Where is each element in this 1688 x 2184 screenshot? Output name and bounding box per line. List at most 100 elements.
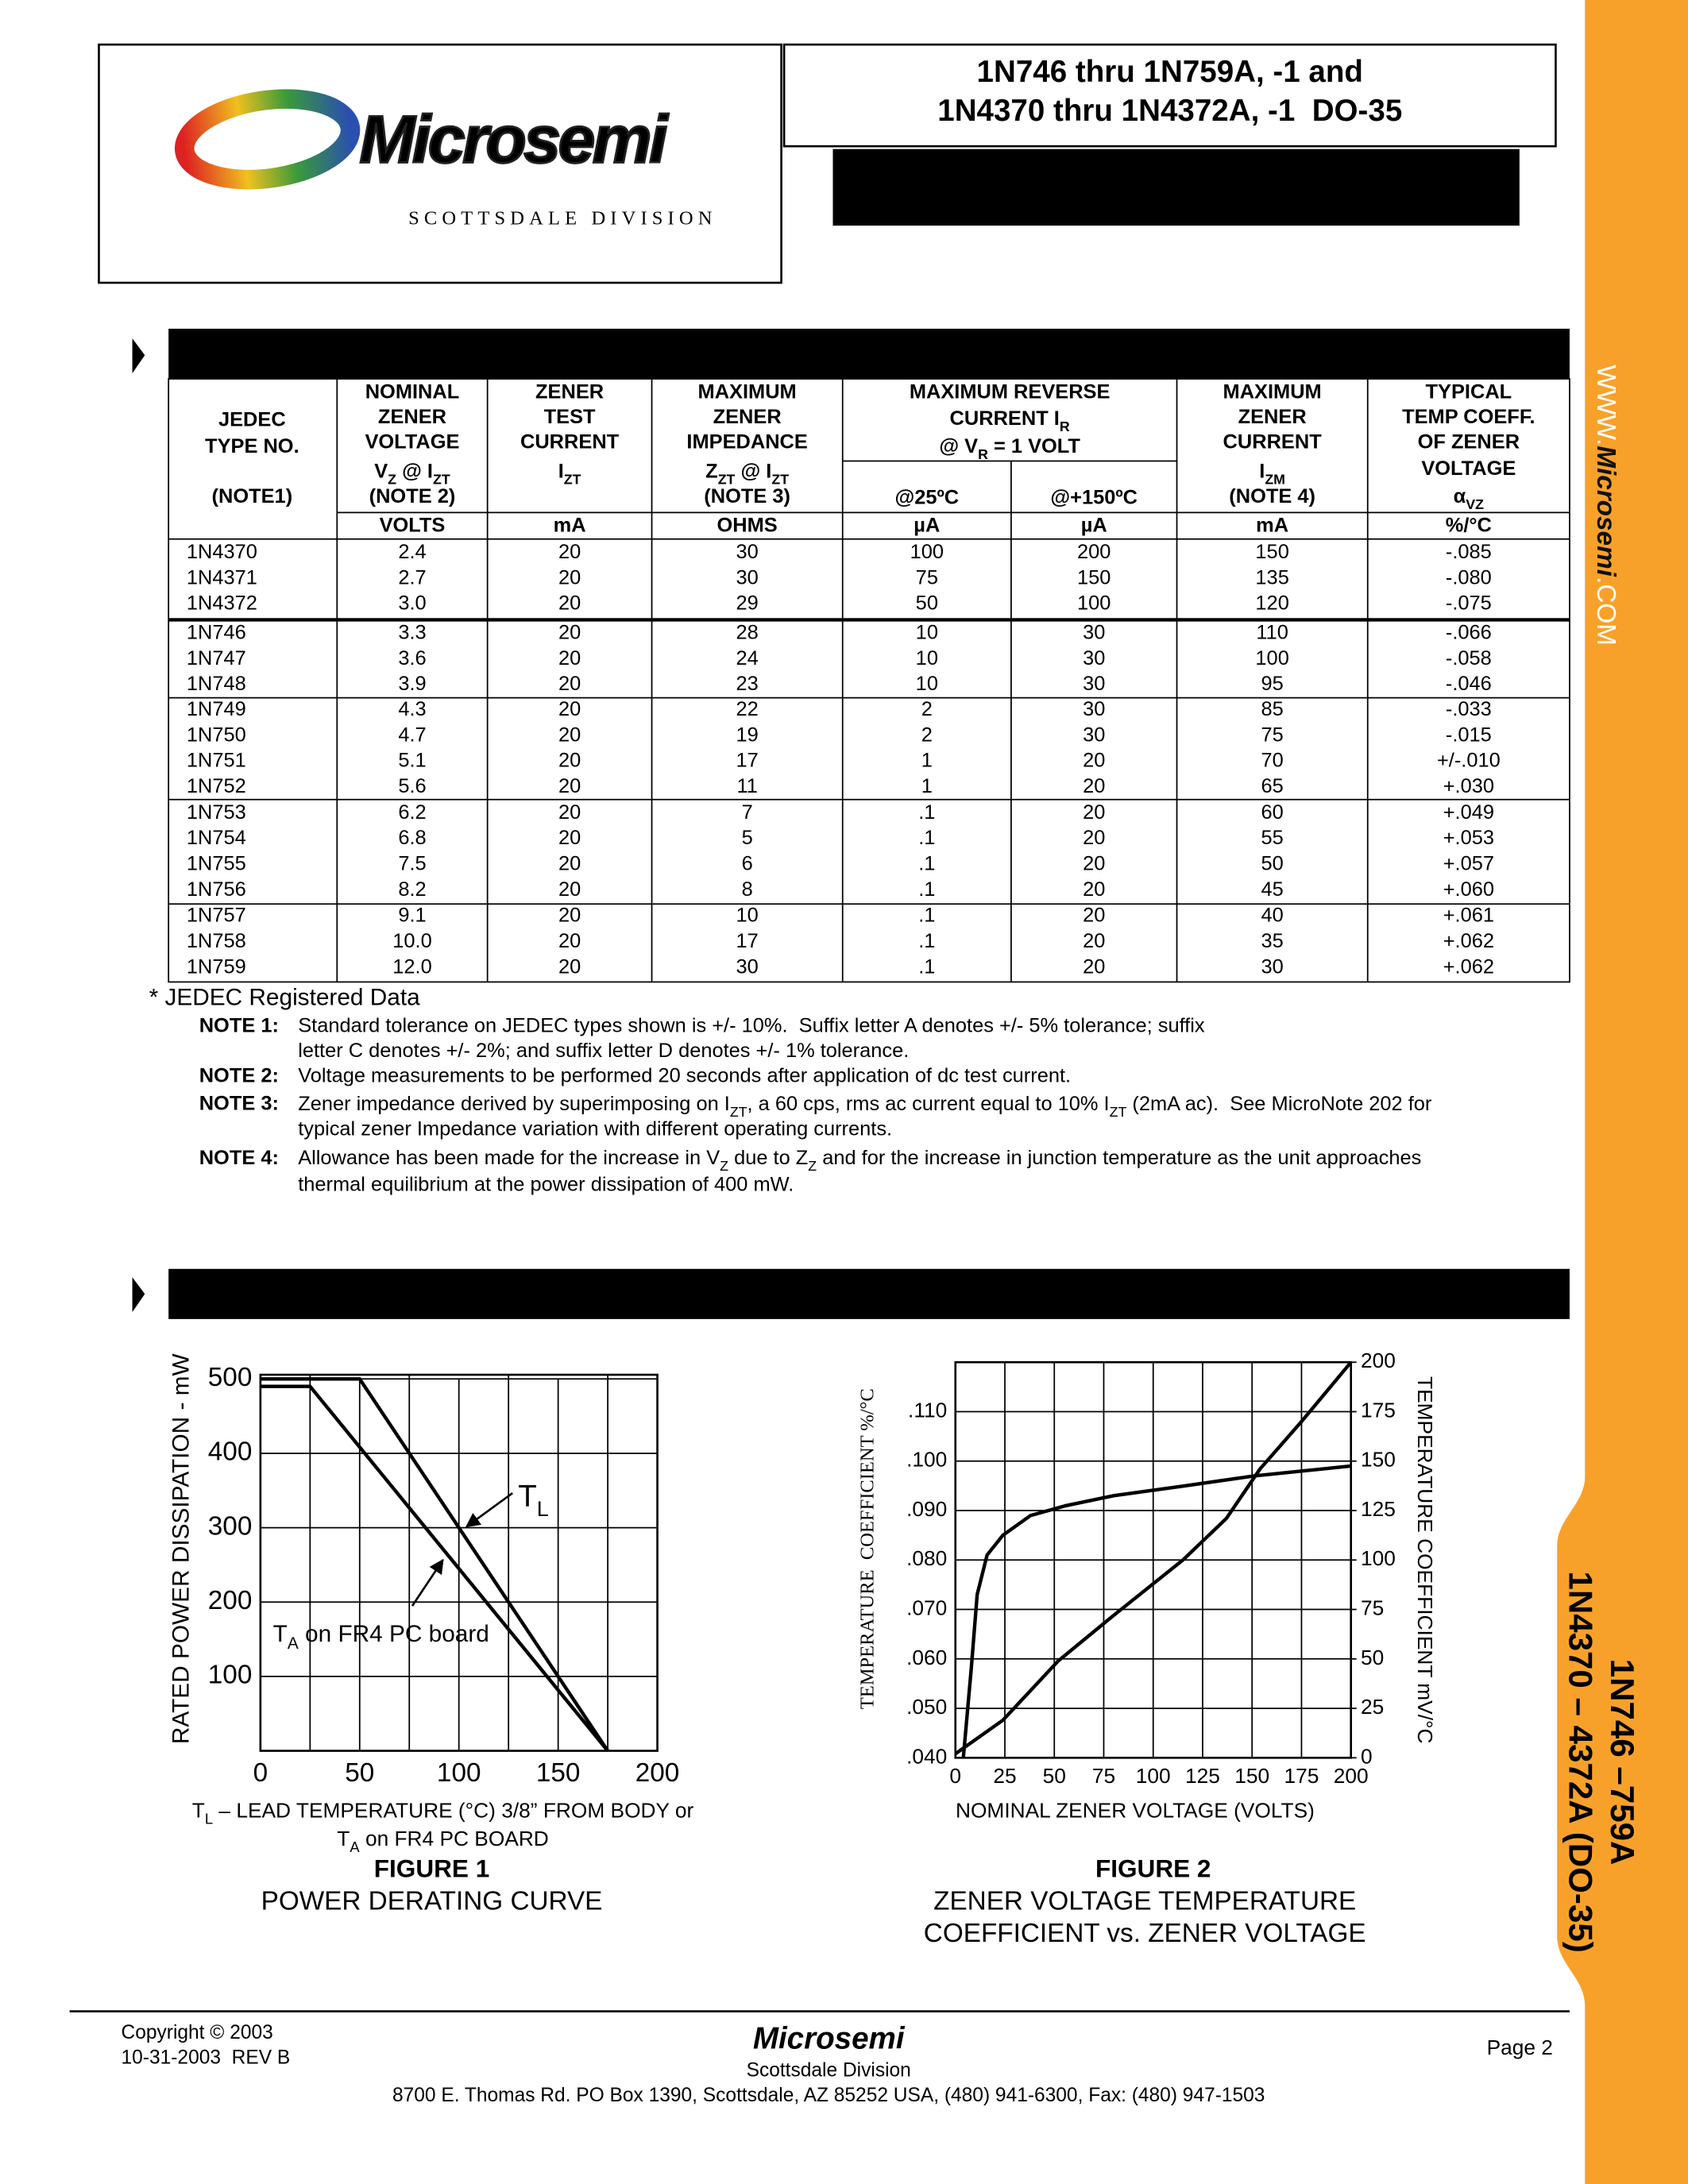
text-run: letter C denotes +/- 2%; and suffix lett… — [298, 1040, 909, 1062]
column-header: OF ZENER — [1418, 430, 1520, 453]
column-header: VOLTAGE — [365, 430, 459, 453]
cell: 30 — [1083, 673, 1105, 695]
note-text: Zener impedance derived by superimposing… — [298, 1093, 1432, 1120]
text-run: OF ZENER — [1418, 430, 1520, 453]
text-run: ZENER — [713, 406, 782, 428]
type-cell: 1N753 — [187, 801, 246, 824]
cell: 75 — [1261, 723, 1284, 746]
cell: 60 — [1261, 801, 1284, 824]
column-header: αVZ — [1454, 485, 1484, 512]
cell: 20 — [1083, 930, 1105, 952]
cell: 6 — [742, 852, 753, 874]
cell: 70 — [1261, 750, 1284, 772]
cell: 40 — [1261, 905, 1284, 927]
text-run: Allowance has been made for the increase… — [298, 1147, 720, 1169]
cell: .1 — [918, 801, 935, 824]
cell: +.057 — [1443, 852, 1494, 874]
cell: 5.1 — [398, 750, 426, 772]
subtitle-bar — [832, 149, 1520, 226]
text-run: ZENER — [1238, 406, 1307, 428]
subscript: ZT — [433, 471, 450, 487]
cell: .1 — [918, 905, 935, 927]
text-run: α — [1454, 485, 1466, 507]
data-line — [961, 1464, 1351, 1758]
figure-caption: POWER DERATING CURVE — [261, 1887, 603, 1916]
cell: -.015 — [1446, 723, 1492, 746]
type-cell: 1N750 — [187, 723, 246, 746]
column-header: CURRENT — [1223, 430, 1323, 453]
subscript: ZM — [1265, 471, 1285, 487]
unit: VOLTS — [380, 515, 446, 537]
text-run: V — [374, 460, 388, 482]
title-box — [782, 43, 1557, 148]
cell: 20 — [558, 592, 581, 615]
subscript: Z — [720, 1158, 728, 1174]
y-tick-label: 400 — [208, 1437, 253, 1467]
cell: 35 — [1261, 930, 1284, 952]
column-header: ZENER — [1238, 406, 1307, 428]
cell: 85 — [1261, 698, 1284, 720]
text-run: and for the increase in junction tempera… — [817, 1147, 1421, 1169]
cell: 1 — [921, 750, 933, 772]
type-cell: 1N4370 — [187, 541, 257, 563]
text-run: ZENER — [378, 406, 446, 428]
y-tick-label: 200 — [208, 1586, 253, 1615]
logo-swirl — [174, 89, 361, 190]
x-tick-label: 100 — [437, 1758, 481, 1788]
cell: 5 — [742, 827, 753, 849]
note-text: letter C denotes +/- 2%; and suffix lett… — [298, 1040, 909, 1062]
y-tick-label: .040 — [906, 1744, 947, 1768]
page-number: Page 2 — [1487, 2035, 1553, 2059]
figure-caption: COEFFICIENT vs. ZENER VOLTAGE — [924, 1919, 1366, 1948]
text-run: (NOTE 2) — [369, 485, 456, 507]
text-run: Voltage measurements to be performed 20 … — [298, 1064, 1071, 1086]
subcolumn-header: @+150ºC — [1050, 487, 1138, 509]
y2-tick-label: 75 — [1361, 1596, 1384, 1619]
annotation-arrow — [465, 1492, 513, 1528]
x-axis-label: TL – LEAD TEMPERATURE (°C) 3/8” FROM BOD… — [192, 1799, 694, 1827]
cell: 20 — [558, 673, 581, 695]
website-part: .COM — [1591, 577, 1620, 646]
cell: +.053 — [1443, 827, 1494, 849]
figure-label: FIGURE 2 — [1095, 1854, 1211, 1883]
column-header: ZENER — [378, 406, 446, 428]
text-run: T — [273, 1621, 288, 1647]
y-axis-label: TEMPERATURE COEFFICIENT %/°C — [857, 1388, 879, 1709]
type-cell: 1N751 — [187, 750, 246, 772]
cell: 10 — [916, 647, 938, 669]
column-header: (NOTE 3) — [704, 485, 790, 507]
cell: .1 — [918, 955, 935, 978]
text-run: @ I — [735, 460, 771, 482]
cell: 2 — [921, 698, 933, 720]
title: 1N4370 thru 1N4372A, -1 DO-35 — [937, 94, 1402, 128]
cell: 20 — [1083, 905, 1105, 927]
column-header: ZENER — [713, 406, 782, 428]
y2-tick-label: 125 — [1361, 1497, 1396, 1521]
cell: -.066 — [1446, 622, 1492, 644]
data-line — [260, 1384, 609, 1752]
column-header: TYPICAL — [1426, 380, 1512, 403]
cell: 100 — [1255, 647, 1288, 669]
cell: -.046 — [1446, 673, 1492, 695]
series-annotation: TL — [518, 1480, 549, 1521]
subcolumn-header: @25ºC — [894, 487, 959, 509]
text-run: CURRENT I — [950, 407, 1060, 430]
annotation-arrow — [411, 1558, 444, 1607]
cell: 17 — [736, 750, 759, 772]
cell: 30 — [1083, 698, 1105, 720]
unit: mA — [1256, 515, 1288, 537]
cell: 50 — [916, 592, 938, 615]
x-tick-label: 0 — [253, 1758, 268, 1788]
column-header: JEDEC — [218, 408, 286, 430]
cell: 20 — [558, 801, 581, 824]
text-run: = 1 VOLT — [988, 435, 1080, 457]
x-tick-label: 175 — [1284, 1764, 1319, 1788]
x-tick-label: 150 — [1234, 1764, 1269, 1788]
cell: 1 — [921, 775, 933, 797]
text-run: typical zener Impedance variation with d… — [298, 1117, 892, 1140]
column-header: IZM — [1259, 460, 1285, 487]
text-run: ZENER — [535, 380, 604, 403]
figure-label: FIGURE 1 — [374, 1854, 489, 1883]
subscript: ZT — [730, 1103, 747, 1119]
